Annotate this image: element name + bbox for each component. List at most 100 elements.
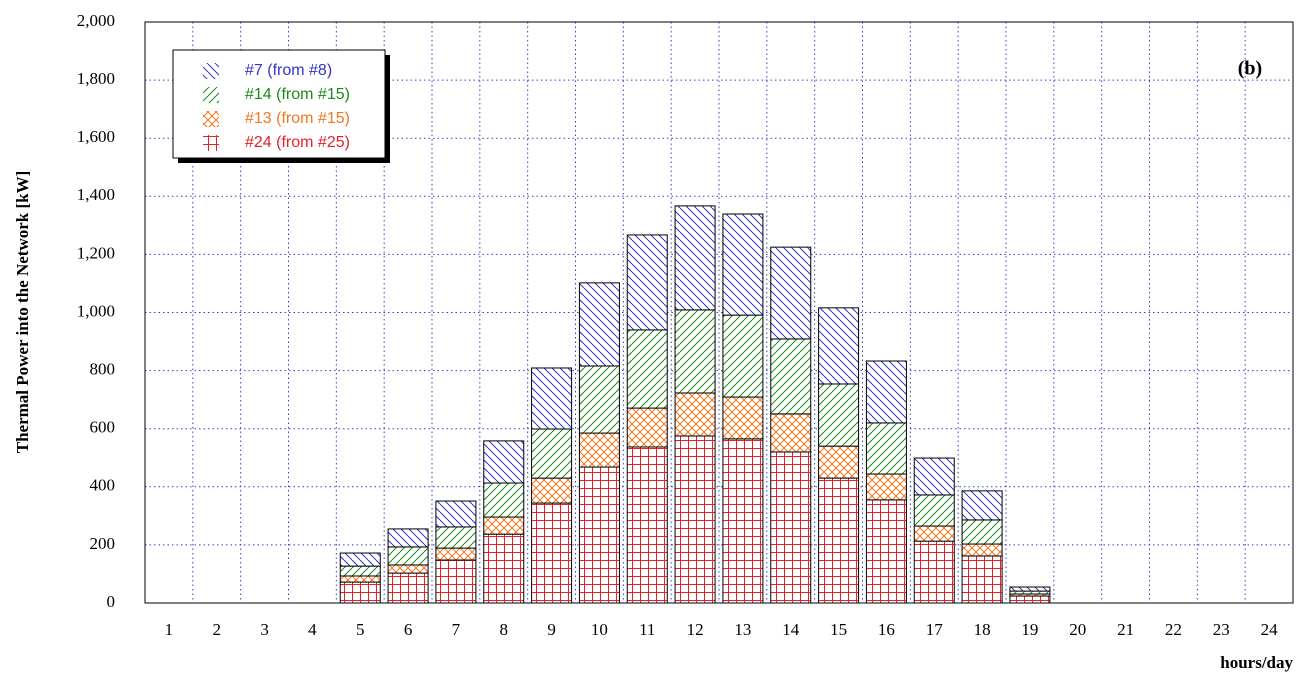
x-tick-label: 11 (639, 620, 655, 639)
bar-segment (387, 528, 429, 548)
bar-segment (722, 438, 764, 604)
bar-segment (961, 490, 1003, 521)
x-tick-label: 9 (547, 620, 556, 639)
bar-segment (913, 457, 955, 496)
x-tick-label: 24 (1261, 620, 1279, 639)
bar-segment (961, 519, 1003, 545)
legend-swatch (203, 111, 219, 127)
x-tick-label: 1 (165, 620, 174, 639)
bar-segment (818, 445, 860, 479)
y-tick-label: 1,000 (77, 301, 115, 320)
annotation: (b) (1238, 58, 1262, 80)
bar-segment (483, 533, 525, 604)
y-tick-label: 600 (90, 418, 116, 437)
x-tick-label: 7 (452, 620, 461, 639)
bar-segment (818, 307, 860, 385)
bar-segment (578, 466, 620, 604)
bar-segment (674, 309, 716, 394)
bar-segment (961, 543, 1003, 557)
bar-segment (1009, 595, 1051, 604)
bar-segment (339, 552, 381, 567)
x-tick-label: 6 (404, 620, 413, 639)
y-tick-label: 1,200 (77, 243, 115, 262)
bar-segment (818, 383, 860, 447)
x-tick-label: 18 (974, 620, 991, 639)
x-tick-label: 3 (260, 620, 269, 639)
x-tick-label: 17 (926, 620, 944, 639)
legend-swatch (203, 63, 219, 79)
y-tick-label: 0 (107, 592, 116, 611)
bar-segment (387, 572, 429, 604)
bar-segment (435, 547, 477, 561)
bar-segment (339, 565, 381, 577)
x-tick-label: 8 (500, 620, 509, 639)
bar-segment (626, 407, 668, 448)
y-tick-label: 200 (90, 534, 116, 553)
legend-label: #7 (from #8) (245, 62, 332, 79)
legend-swatch (203, 87, 219, 103)
bar-segment (961, 555, 1003, 604)
legend-label: #24 (from #25) (245, 134, 350, 151)
bar-segment (865, 422, 907, 475)
x-tick-label: 10 (591, 620, 608, 639)
bar-segment (483, 516, 525, 535)
bar-segment (770, 338, 812, 415)
bar-segment (913, 525, 955, 542)
y-tick-label: 1,800 (77, 69, 115, 88)
y-axis-title: Thermal Power into the Network [kW] (13, 171, 32, 454)
bar-segment (674, 392, 716, 437)
bar-segment (865, 473, 907, 501)
y-tick-label: 1,600 (77, 127, 115, 146)
bar-segment (578, 282, 620, 367)
bar-segment (483, 482, 525, 518)
x-tick-label: 12 (687, 620, 704, 639)
bar-segment (578, 365, 620, 434)
bar-segment (626, 329, 668, 409)
x-tick-label: 14 (782, 620, 800, 639)
bar-segment (531, 502, 573, 604)
bar-segment (913, 494, 955, 527)
bar-segment (435, 500, 477, 528)
bar-segment (770, 451, 812, 604)
bar-segment (483, 440, 525, 484)
bar-segment (626, 446, 668, 604)
y-tick-label: 800 (90, 360, 116, 379)
bar-segment (818, 477, 860, 604)
x-tick-label: 22 (1165, 620, 1182, 639)
bar-segment (387, 564, 429, 574)
bar-segment (339, 575, 381, 583)
bar-segment (674, 205, 716, 311)
bar-segment (339, 581, 381, 604)
x-tick-label: 21 (1117, 620, 1134, 639)
bar-segment (722, 213, 764, 316)
bar-segment (865, 499, 907, 604)
legend-label: #13 (from #15) (245, 110, 350, 127)
x-tick-label: 5 (356, 620, 365, 639)
x-tick-label: 19 (1021, 620, 1038, 639)
y-tick-label: 2,000 (77, 11, 115, 30)
bar-segment (865, 360, 907, 424)
x-axis-title: hours/day (1220, 653, 1293, 672)
legend-label: #14 (from #15) (245, 86, 350, 103)
bar-segment (435, 559, 477, 604)
x-tick-label: 16 (878, 620, 895, 639)
bar-segment (387, 546, 429, 566)
bar-segment (913, 540, 955, 604)
bar-segment (770, 246, 812, 340)
bar-segment (1009, 586, 1051, 592)
bar-segment (626, 234, 668, 331)
bar-segment (770, 413, 812, 453)
bar-segment (578, 432, 620, 468)
legend-swatch (203, 135, 219, 151)
x-tick-label: 15 (830, 620, 847, 639)
bar-segment (722, 314, 764, 398)
y-tick-label: 1,400 (77, 185, 115, 204)
bar-segment (531, 428, 573, 479)
x-tick-label: 13 (734, 620, 751, 639)
plot-frame (144, 21, 1294, 604)
x-tick-label: 4 (308, 620, 317, 639)
bar-segment (722, 396, 764, 440)
bar-segment (531, 367, 573, 430)
